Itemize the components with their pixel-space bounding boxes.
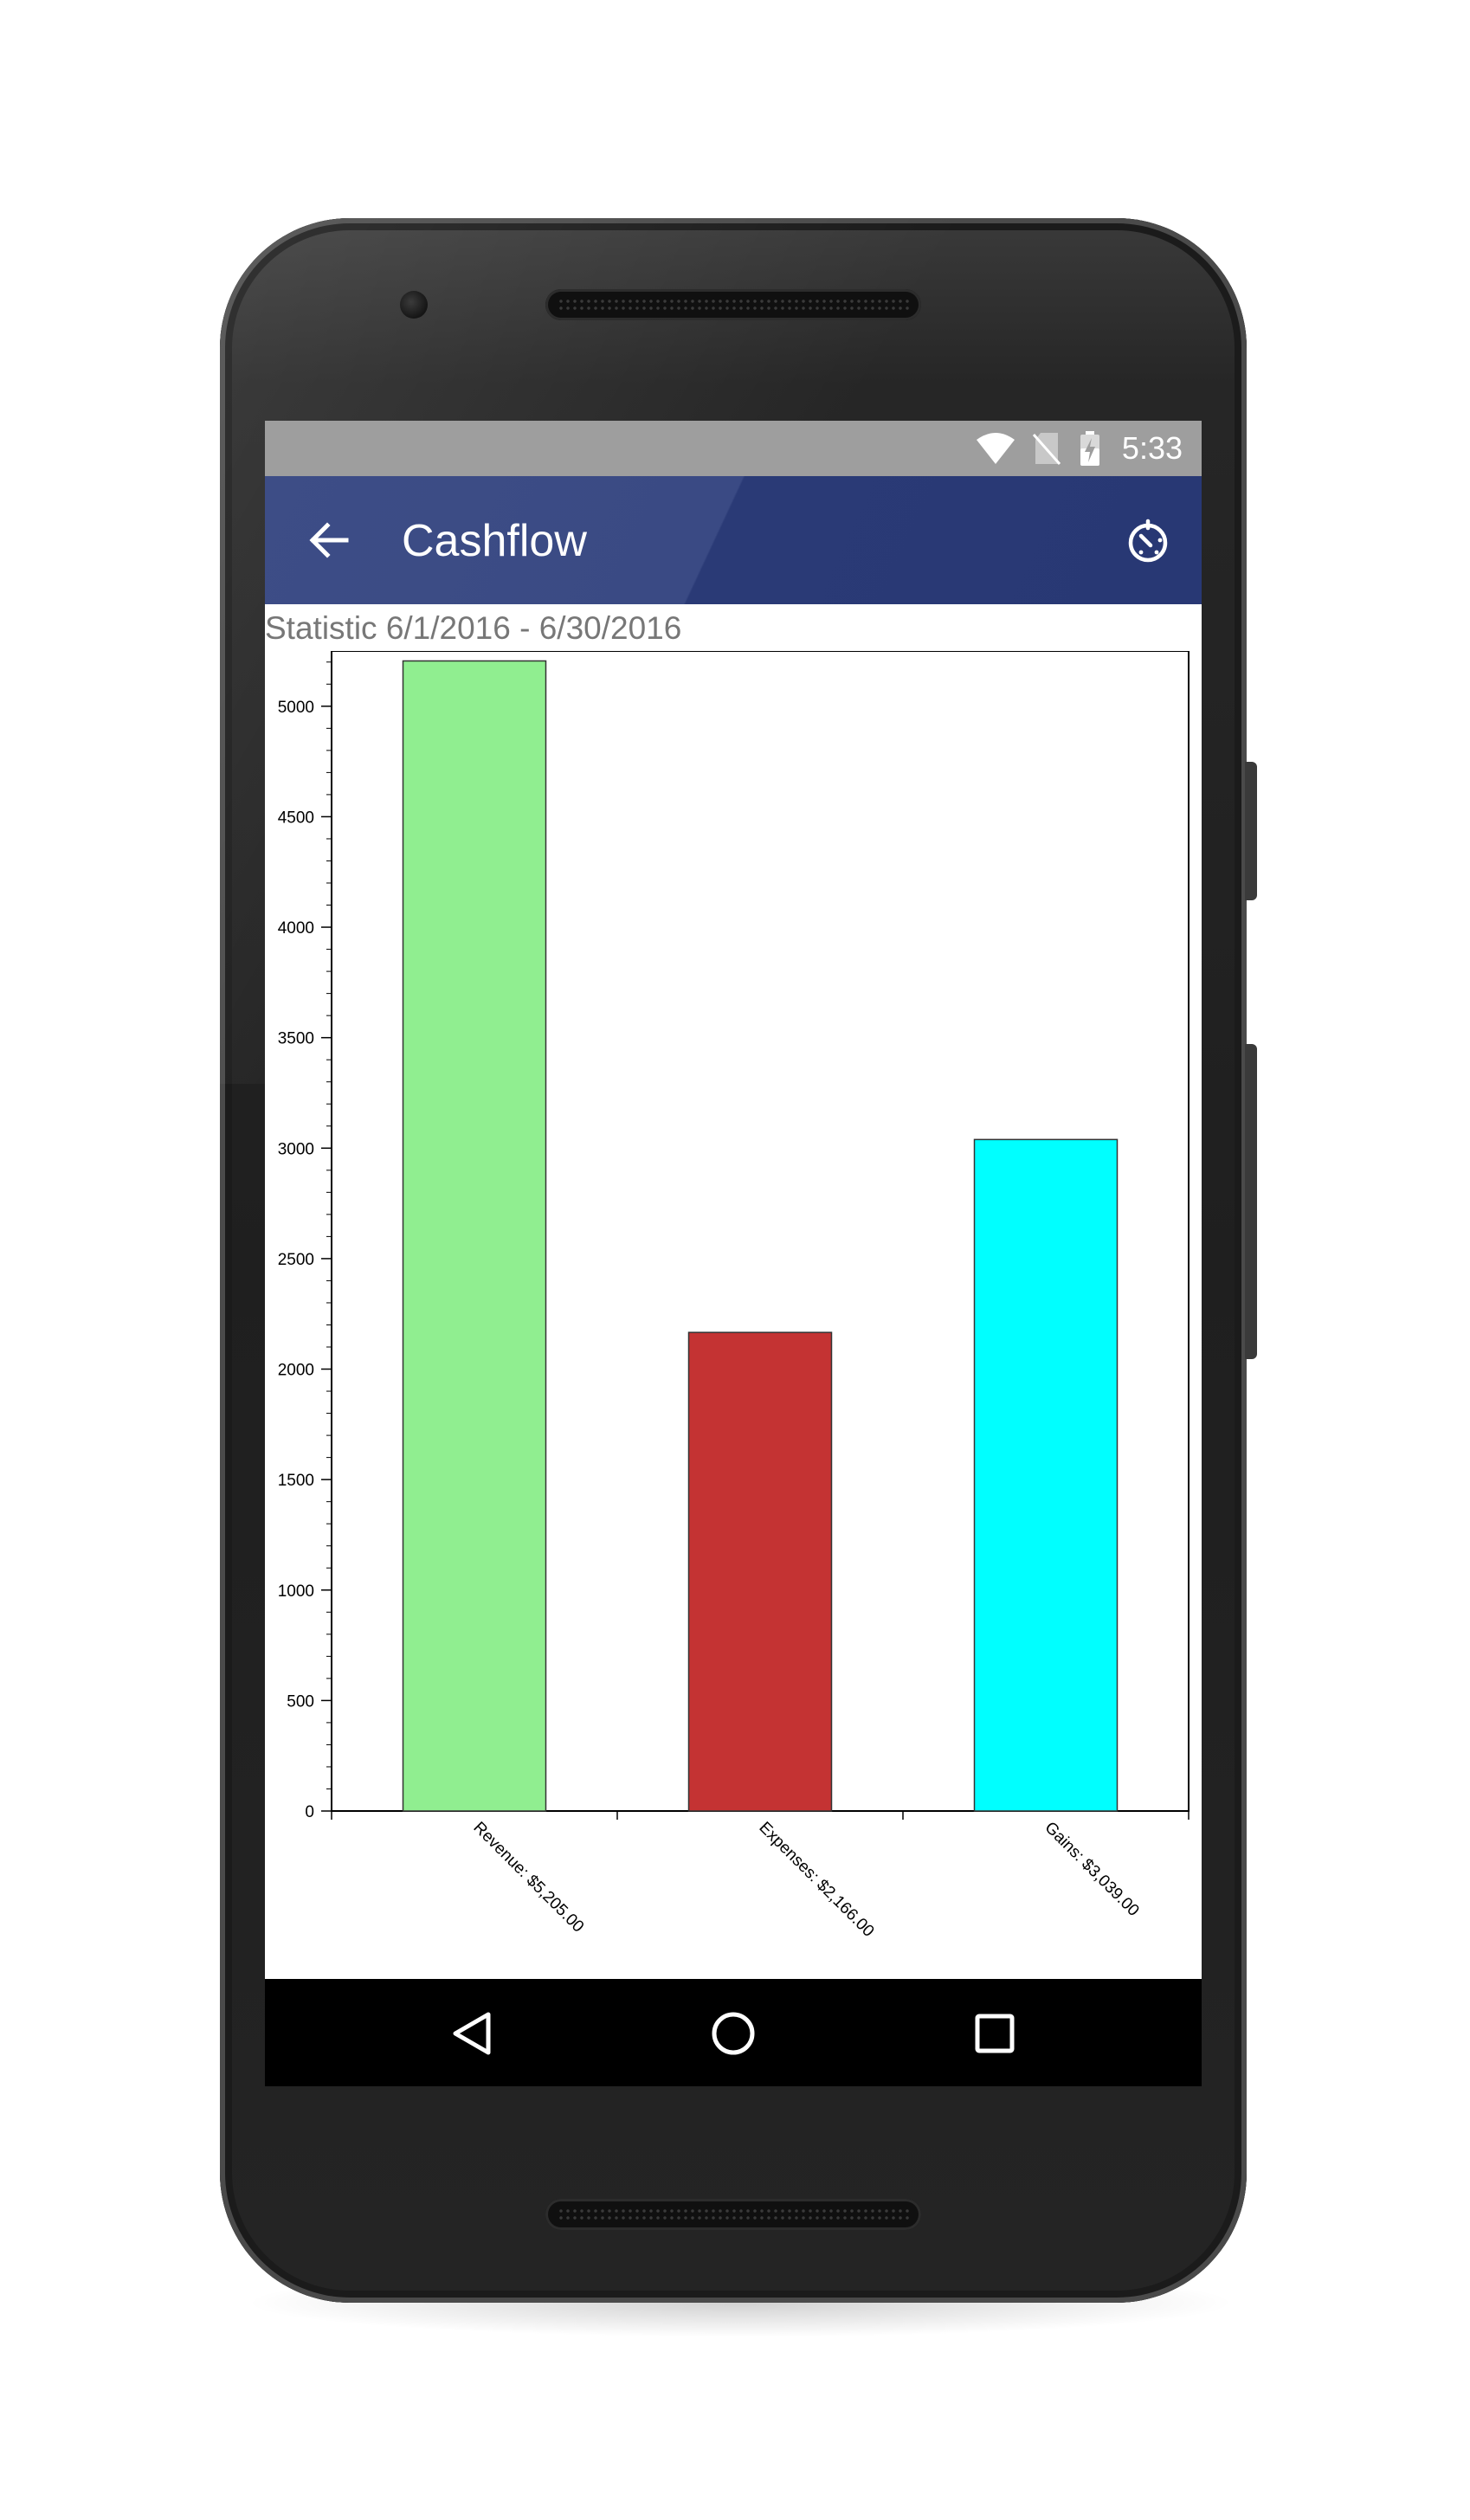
y-tick-label: 3000 [278,1140,314,1158]
back-triangle-icon[interactable] [443,2003,504,2064]
bar-2 [973,1138,1119,1812]
home-circle-icon[interactable] [703,2003,764,2064]
wifi-icon [977,433,1015,464]
battery-charging-icon [1080,431,1099,466]
arrow-back-icon[interactable] [303,514,355,566]
x-tick-label: Expenses: $2,166.00 [755,1819,877,1941]
top-speaker [545,289,921,320]
y-tick-label: 0 [305,1803,314,1821]
volume-button [1245,1044,1257,1359]
y-tick-label: 500 [287,1692,314,1711]
screen: 5:33 Cashflow Statistic 6/1/2016 - 6/30/… [265,421,1202,2086]
y-tick-label: 1500 [278,1472,314,1490]
app-bar: Cashflow [265,476,1202,604]
navigation-bar [265,1979,1202,2086]
y-tick-label: 1000 [278,1582,314,1601]
y-tick-label: 4500 [278,809,314,827]
statistic-heading: Statistic 6/1/2016 - 6/30/2016 [265,610,682,646]
recents-square-icon[interactable] [964,2003,1025,2064]
status-time: 5:33 [1121,430,1183,466]
cashflow-bar-chart: 0 500 1000 1500 2000 2500 3000 3500 4000 4500 5000… [278,651,1190,1941]
x-tick-label: Revenue: $5,205.00 [469,1819,587,1937]
bottom-speaker [545,2199,921,2230]
front-camera [400,291,428,319]
y-tick-label: 4000 [278,919,314,938]
bar-1 [687,1331,833,1812]
x-tick-label: Gains: $3,039.00 [1041,1819,1142,1920]
status-bar: 5:33 [265,421,1202,476]
bar-0 [402,660,547,1812]
power-button [1245,762,1257,900]
no-sim-icon [1032,433,1061,465]
app-title: Cashflow [402,516,587,566]
timer-icon[interactable] [1122,514,1174,566]
y-tick-label: 2000 [278,1362,314,1380]
y-tick-label: 3500 [278,1030,314,1048]
y-tick-label: 5000 [278,699,314,717]
y-tick-label: 2500 [278,1251,314,1269]
